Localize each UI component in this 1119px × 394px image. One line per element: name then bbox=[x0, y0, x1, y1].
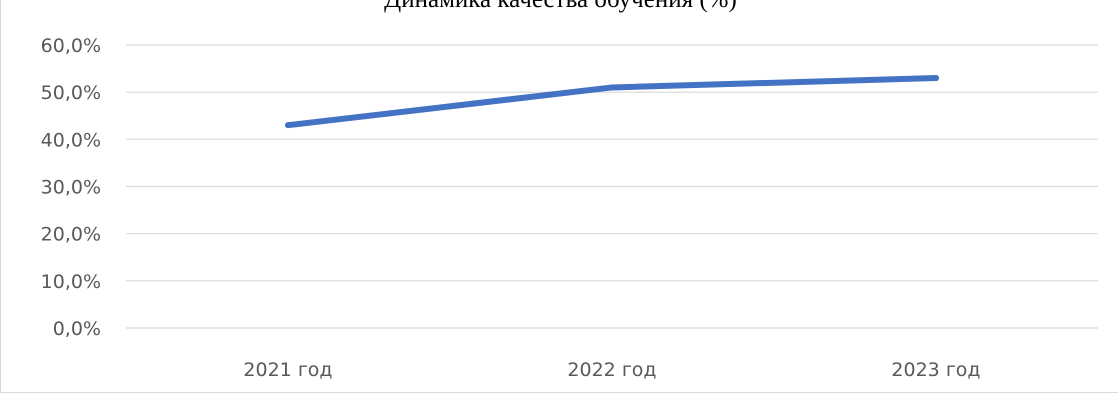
y-tick-label: 40,0% bbox=[41, 129, 101, 151]
y-tick-label: 20,0% bbox=[41, 224, 101, 246]
x-tick-label: 2023 год bbox=[891, 359, 980, 381]
x-tick-label: 2021 год bbox=[243, 359, 332, 381]
y-tick-label: 60,0% bbox=[41, 35, 101, 57]
y-tick-label: 10,0% bbox=[41, 271, 101, 293]
chart-title: Динамика качества обучения (%) bbox=[1, 0, 1119, 14]
y-tick-label: 50,0% bbox=[41, 82, 101, 104]
data-point bbox=[285, 122, 291, 129]
y-tick-label: 30,0% bbox=[41, 177, 101, 199]
data-point bbox=[933, 75, 939, 82]
x-tick-label: 2022 год bbox=[567, 359, 656, 381]
data-point bbox=[609, 84, 615, 91]
y-tick-label: 0,0% bbox=[53, 318, 101, 340]
